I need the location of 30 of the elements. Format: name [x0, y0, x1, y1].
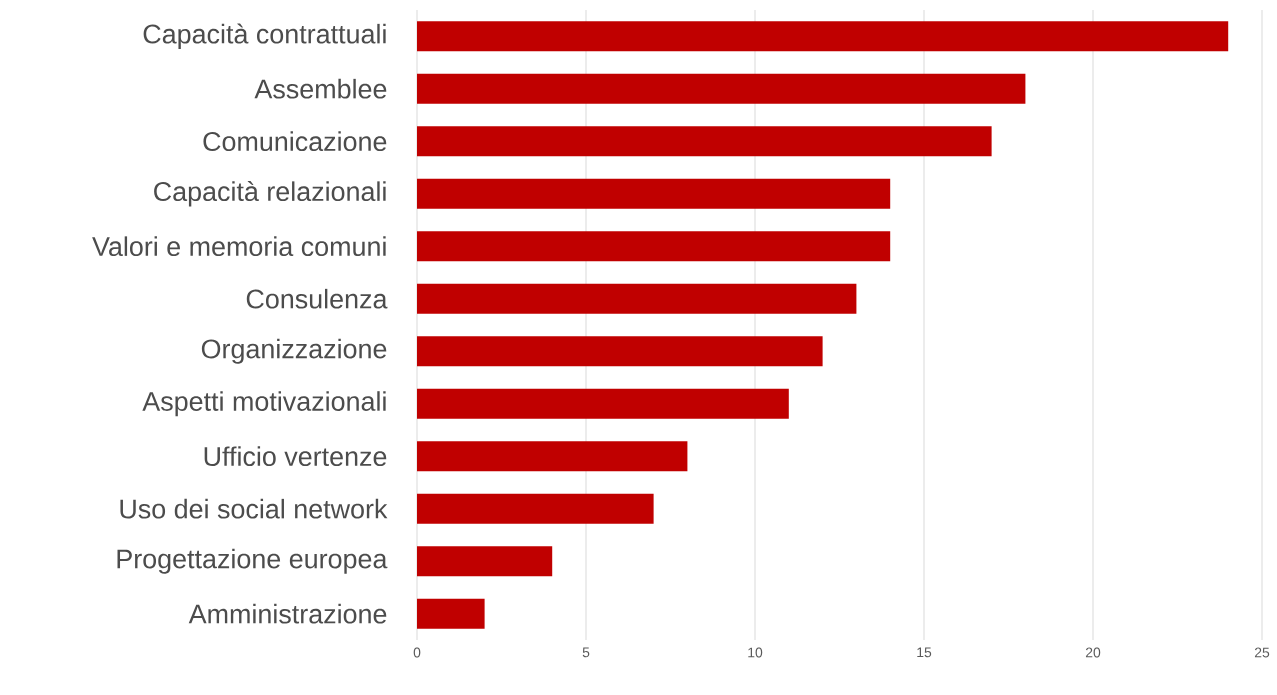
bar: [417, 21, 1229, 52]
bar: [417, 73, 1026, 104]
y-tick-label: Amministrazione: [188, 603, 387, 624]
bar: [417, 126, 992, 157]
y-tick-label: Aspetti motivazionali: [142, 391, 386, 417]
x-tick-label: 5: [582, 647, 590, 658]
y-tick-label: Capacità relazionali: [154, 181, 386, 207]
y-tick-label: Uso dei social network: [120, 498, 388, 519]
x-tick-label: 10: [748, 647, 763, 658]
y-tick-label: Assemblee: [254, 78, 387, 99]
bar: [417, 336, 823, 367]
x-tick-label: 0: [413, 647, 421, 658]
y-tick-label: Capacità contrattuali: [143, 23, 386, 49]
y-tick-label: Comunicazione: [203, 131, 387, 152]
y-tick-label: Organizzazione: [201, 338, 387, 364]
y-tick-label: Progettazione europea: [117, 548, 388, 574]
bar: [417, 598, 485, 629]
bar: [417, 546, 553, 577]
x-tick-label: 20: [1085, 647, 1101, 658]
y-tick-label: Consulenza: [246, 288, 388, 309]
y-tick-label: Ufficio vertenze: [204, 446, 387, 467]
bar: [417, 441, 688, 472]
x-tick-label: 25: [1254, 647, 1270, 658]
bar: [417, 493, 654, 524]
bar: [417, 178, 891, 209]
bar: [417, 283, 857, 314]
bar: [417, 231, 891, 262]
bar: [417, 388, 789, 419]
x-tick-label: 15: [917, 647, 932, 658]
y-tick-label: Valori e memoria comuni: [92, 236, 386, 257]
